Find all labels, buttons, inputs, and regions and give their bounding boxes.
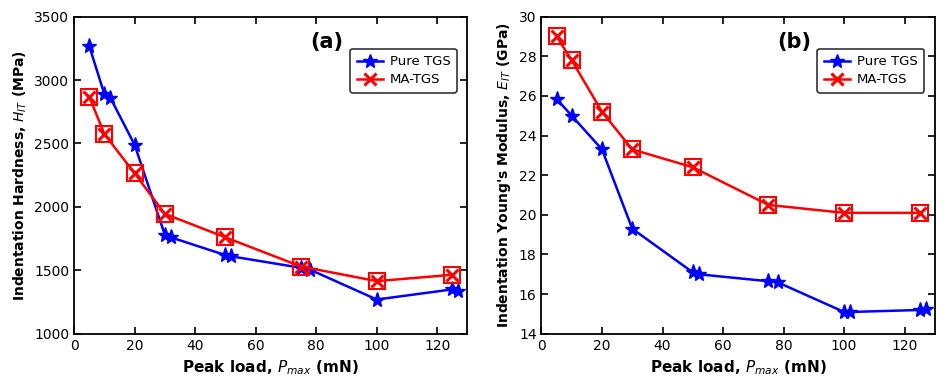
MA-TGS — [914, 211, 925, 215]
Text: (a): (a) — [310, 33, 343, 52]
MA-TGS — [371, 279, 382, 284]
Legend: Pure TGS, MA-TGS: Pure TGS, MA-TGS — [817, 48, 924, 93]
MA-TGS — [159, 211, 170, 216]
Pure TGS — [626, 226, 638, 231]
Pure TGS — [295, 265, 307, 270]
Pure TGS — [447, 287, 458, 292]
Pure TGS — [693, 272, 705, 277]
Y-axis label: Indentation Hardness, $H_{IT}$ (MPa): Indentation Hardness, $H_{IT}$ (MPa) — [11, 50, 28, 301]
Pure TGS — [687, 270, 698, 275]
MA-TGS — [129, 171, 140, 176]
Pure TGS — [551, 97, 562, 101]
Pure TGS — [596, 147, 607, 152]
MA-TGS — [447, 272, 458, 277]
MA-TGS — [687, 165, 698, 170]
MA-TGS — [219, 235, 231, 240]
Pure TGS — [914, 308, 925, 312]
MA-TGS — [596, 109, 607, 114]
MA-TGS — [762, 203, 774, 207]
MA-TGS — [98, 132, 110, 136]
Pure TGS — [772, 280, 783, 284]
Y-axis label: Indentation Young's Modulus, $E_{IT}$ (GPa): Indentation Young's Modulus, $E_{IT}$ (G… — [496, 22, 514, 328]
Pure TGS — [83, 43, 95, 48]
Legend: Pure TGS, MA-TGS: Pure TGS, MA-TGS — [350, 48, 457, 93]
Pure TGS — [453, 288, 464, 293]
Line: MA-TGS: MA-TGS — [551, 30, 926, 219]
Pure TGS — [159, 232, 170, 237]
Text: (b): (b) — [778, 33, 812, 52]
Pure TGS — [305, 267, 316, 272]
Pure TGS — [219, 253, 231, 258]
MA-TGS — [838, 211, 850, 215]
Pure TGS — [98, 92, 110, 96]
X-axis label: Peak load, $P_{max}$ (mN): Peak load, $P_{max}$ (mN) — [183, 358, 359, 377]
Line: MA-TGS: MA-TGS — [83, 90, 459, 288]
Pure TGS — [166, 235, 177, 240]
Pure TGS — [762, 279, 774, 284]
Pure TGS — [371, 297, 382, 302]
MA-TGS — [566, 58, 577, 62]
Line: Pure TGS: Pure TGS — [81, 38, 466, 307]
Pure TGS — [845, 310, 856, 314]
MA-TGS — [295, 264, 307, 269]
Line: Pure TGS: Pure TGS — [549, 91, 934, 320]
MA-TGS — [626, 147, 638, 152]
Pure TGS — [105, 95, 116, 100]
Pure TGS — [226, 254, 237, 259]
MA-TGS — [551, 34, 562, 39]
X-axis label: Peak load, $P_{max}$ (mN): Peak load, $P_{max}$ (mN) — [650, 358, 827, 377]
Pure TGS — [838, 310, 850, 314]
MA-TGS — [83, 94, 95, 99]
Pure TGS — [566, 113, 577, 118]
Pure TGS — [920, 307, 932, 311]
Pure TGS — [129, 142, 140, 147]
